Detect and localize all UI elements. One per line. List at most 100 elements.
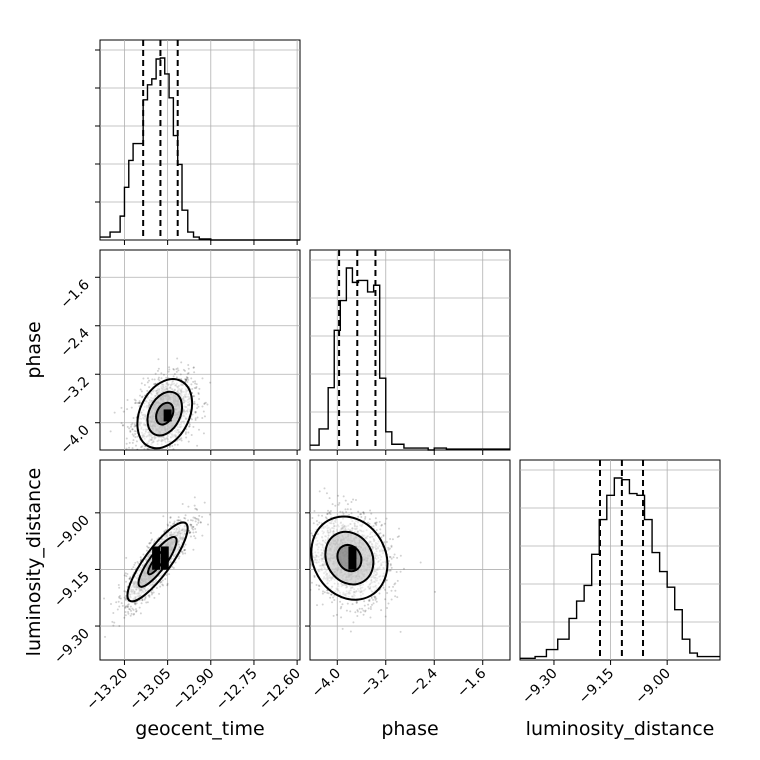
scatter-point <box>394 589 397 592</box>
scatter-point <box>185 378 188 381</box>
scatter-point <box>156 369 159 372</box>
scatter-point <box>206 403 209 406</box>
scatter-point <box>383 541 386 544</box>
scatter-point <box>123 596 126 599</box>
scatter-point <box>118 605 121 608</box>
scatter-point <box>135 440 138 443</box>
y-tick-label-phase: −1.6 <box>57 277 92 312</box>
x-tick-label-phase: −1.6 <box>454 665 489 700</box>
scatter-point <box>301 587 303 589</box>
scatter-point <box>136 435 139 438</box>
scatter-point <box>194 411 197 414</box>
scatter-point <box>375 521 378 524</box>
scatter-point <box>153 378 156 381</box>
scatter-point <box>359 611 362 614</box>
scatter-point <box>349 630 352 633</box>
x-tick-label-geocent_time: −12.60 <box>256 666 304 714</box>
scatter-point <box>193 371 196 374</box>
scatter-point <box>194 537 197 540</box>
scatter-point <box>128 427 131 430</box>
scatter-point <box>172 522 175 525</box>
scatter-point <box>386 607 389 610</box>
scatter-point <box>159 585 162 588</box>
scatter-point <box>112 624 115 627</box>
scatter-point <box>161 583 164 586</box>
scatter-point <box>125 575 128 578</box>
scatter-point <box>329 596 332 599</box>
scatter-point <box>394 582 397 585</box>
scatter-point <box>166 584 169 587</box>
scatter-point <box>139 612 142 615</box>
scatter-point <box>143 453 145 455</box>
scatter-point <box>125 605 128 608</box>
scatter-point <box>322 590 325 593</box>
scatter-point <box>332 614 335 617</box>
scatter-point <box>148 542 151 545</box>
scatter-point <box>143 384 146 387</box>
scatter-point <box>187 425 190 428</box>
scatter-point <box>135 610 138 613</box>
scatter-point <box>168 573 171 576</box>
scatter-point <box>316 604 319 607</box>
scatter-point <box>189 531 192 534</box>
scatter-point <box>138 606 141 609</box>
scatter-point <box>402 567 405 570</box>
scatter-point <box>126 605 129 608</box>
scatter-point <box>310 573 311 575</box>
scatter-point <box>180 449 182 450</box>
scatter-point <box>136 448 139 450</box>
scatter-point <box>169 453 171 455</box>
scatter-point <box>136 402 139 405</box>
scatter-point <box>168 521 171 524</box>
scatter-point <box>396 596 399 599</box>
scatter-point <box>354 499 357 502</box>
scatter-point <box>394 595 397 598</box>
scatter-point <box>148 456 150 458</box>
scatter-point <box>384 615 387 618</box>
scatter-point <box>192 516 195 519</box>
scatter-point <box>344 499 347 502</box>
scatter-point <box>196 444 199 447</box>
scatter-point <box>195 387 198 390</box>
scatter-point <box>146 447 149 450</box>
scatter-point <box>346 602 349 605</box>
scatter-point <box>126 399 129 402</box>
scatter-point <box>175 368 178 371</box>
scatter-point <box>375 600 378 603</box>
scatter-point <box>362 512 365 515</box>
scatter-point <box>148 379 151 382</box>
scatter-point <box>133 430 136 433</box>
scatter-point <box>368 522 371 525</box>
scatter-point <box>310 529 312 532</box>
scatter-point <box>124 605 127 608</box>
scatter-point <box>387 602 390 605</box>
scatter-point <box>321 603 324 606</box>
scatter-point <box>375 523 378 526</box>
scatter-point <box>124 597 127 600</box>
scatter-point <box>191 387 194 390</box>
scatter-point <box>190 525 193 528</box>
scatter-point <box>305 548 307 550</box>
scatter-point <box>197 521 200 524</box>
scatter-point <box>148 546 151 549</box>
scatter-point <box>125 447 128 450</box>
scatter-point <box>194 517 197 520</box>
scatter-point <box>328 512 331 515</box>
scatter-point <box>330 593 333 596</box>
scatter-point <box>198 397 201 400</box>
scatter-point <box>307 516 309 518</box>
scatter-point <box>165 574 168 577</box>
scatter-point <box>131 428 134 431</box>
scatter-point <box>375 529 378 532</box>
scatter-point <box>350 512 353 515</box>
histogram-panel-geocent_time <box>99 39 301 241</box>
scatter-point <box>120 602 123 605</box>
scatter-point <box>117 596 120 599</box>
scatter-point <box>311 516 314 519</box>
scatter-point <box>153 596 156 599</box>
scatter-point <box>321 514 324 517</box>
scatter-point <box>141 445 144 448</box>
scatter-point <box>137 402 140 405</box>
scatter-point <box>331 601 334 604</box>
scatter-point <box>313 574 316 577</box>
